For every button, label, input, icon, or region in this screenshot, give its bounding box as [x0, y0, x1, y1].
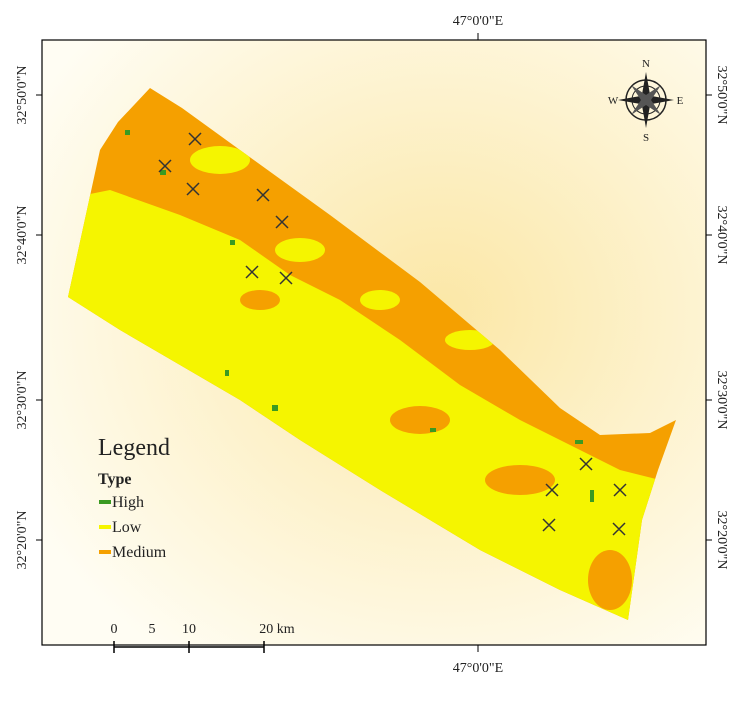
- legend-label: Low: [112, 519, 142, 536]
- low-patches: [190, 146, 495, 350]
- scale-label: 10: [182, 622, 196, 637]
- legend-title: Legend: [98, 435, 170, 461]
- legend-label: High: [112, 494, 144, 511]
- longitude-label: 47°0'0"E: [453, 14, 503, 29]
- scale-label: 0: [111, 622, 118, 637]
- site-markers: [158, 132, 627, 536]
- legend-swatch: [99, 525, 111, 529]
- compass-label: S: [643, 132, 649, 144]
- compass-label: W: [608, 95, 619, 107]
- latitude-label: 32°40'0"N: [714, 206, 729, 265]
- latitude-label: 32°40'0"N: [15, 206, 30, 265]
- scale-label: 5: [149, 622, 156, 637]
- scale-label: 20 km: [259, 622, 295, 637]
- legend-swatch: [99, 500, 111, 504]
- longitude-label: 47°0'0"E: [453, 661, 503, 676]
- legend-label: Medium: [112, 544, 167, 561]
- compass-label: N: [642, 58, 650, 70]
- high-patches: [125, 130, 594, 502]
- latitude-label: 32°30'0"N: [15, 371, 30, 430]
- compass-label: E: [677, 95, 684, 107]
- medium-patches: [240, 290, 632, 610]
- legend-subtitle: Type: [98, 471, 131, 488]
- latitude-label: 32°20'0"N: [714, 511, 729, 570]
- legend-swatch: [99, 550, 111, 554]
- north-arrow: N S W E: [608, 58, 684, 144]
- graticule-ticks: [36, 33, 712, 652]
- latitude-label: 32°50'0"N: [15, 66, 30, 125]
- latitude-label: 32°20'0"N: [15, 511, 30, 570]
- latitude-label: 32°50'0"N: [714, 66, 729, 125]
- latitude-label: 32°30'0"N: [714, 371, 729, 430]
- scale-bar: [113, 641, 265, 653]
